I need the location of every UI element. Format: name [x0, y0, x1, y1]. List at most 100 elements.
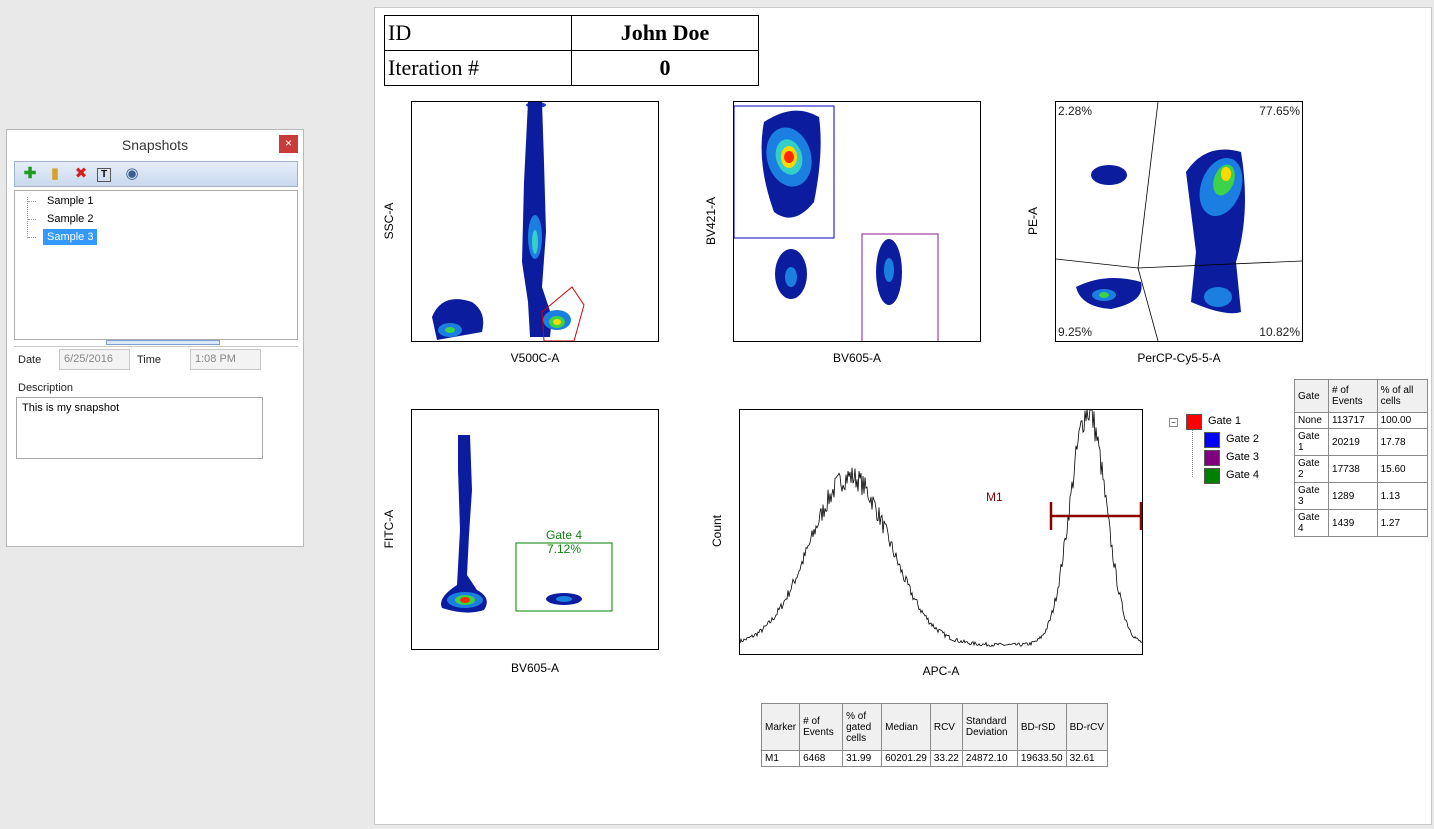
- cell: M1: [760, 750, 801, 767]
- gate-1-label: Gate 1: [1208, 415, 1242, 427]
- date-field: 6/25/2016: [59, 349, 130, 370]
- header-percent: % of all cells: [1376, 379, 1429, 413]
- capture-snapshot-button[interactable]: ◉: [123, 165, 141, 183]
- plot-bv605-bv421[interactable]: [733, 101, 981, 342]
- marker-stats-table: Marker # of Events % of gated cells Medi…: [760, 703, 1109, 767]
- dot-plot-graphic: [1056, 102, 1302, 341]
- delete-icon: ✖: [74, 165, 88, 182]
- plot-bv605-fitc[interactable]: Gate 4 7.12%: [411, 409, 659, 650]
- header-std-dev: Standard Deviation: [961, 703, 1018, 751]
- histogram-line: [740, 410, 1142, 647]
- add-snapshot-button[interactable]: ✚: [21, 165, 39, 183]
- y-axis-label: Count: [710, 514, 724, 548]
- close-button[interactable]: ×: [279, 135, 298, 153]
- cell: 1.13: [1376, 482, 1429, 510]
- add-icon: ✚: [23, 165, 37, 182]
- gate-3-label: Gate 3: [1226, 451, 1260, 463]
- table-row: Gate 3 1289 1.13: [1293, 482, 1429, 510]
- cell: Gate 2: [1293, 455, 1330, 483]
- header-events: # of Events: [1328, 379, 1378, 413]
- tree-item-sample-2[interactable]: Sample 2: [47, 213, 94, 225]
- cell: Gate 3: [1293, 482, 1330, 510]
- marker-m1-label: M1: [986, 490, 1003, 504]
- cell: 20219: [1328, 428, 1378, 456]
- cell: 33.22: [929, 750, 963, 767]
- cell: 1.27: [1376, 509, 1429, 537]
- panel-title: Snapshots: [121, 137, 189, 153]
- header-bd-rsd: BD-rSD: [1016, 703, 1067, 751]
- camera-icon: ◉: [125, 165, 139, 182]
- header-gate: Gate: [1293, 379, 1330, 413]
- tree-connector: [1192, 429, 1193, 477]
- gate-4-annotation: Gate 4 7.12%: [516, 528, 612, 556]
- cell: 17.78: [1376, 428, 1429, 456]
- quadrant-ur-percent: 77.65%: [1259, 104, 1300, 118]
- cell: Gate 4: [1293, 509, 1330, 537]
- open-icon: ▮: [50, 165, 60, 182]
- iteration-value: 0: [571, 50, 759, 86]
- x-axis-label: V500C-A: [510, 351, 560, 365]
- gate-1-swatch: [1186, 414, 1202, 430]
- time-label: Time: [137, 354, 162, 366]
- description-input[interactable]: This is my snapshot: [16, 397, 263, 459]
- gate-stats-table: Gate # of Events % of all cells None 1137…: [1293, 379, 1429, 537]
- rename-snapshot-button[interactable]: T: [97, 168, 111, 182]
- header-rcv: RCV: [929, 703, 963, 751]
- cell: 1289: [1328, 482, 1378, 510]
- tree-connector: [28, 237, 36, 238]
- cell: 113717: [1328, 412, 1378, 429]
- header-marker: Marker: [760, 703, 801, 751]
- table-row: Gate 2 17738 15.60: [1293, 455, 1429, 483]
- tree-item-sample-3[interactable]: Sample 3: [43, 229, 98, 245]
- date-label: Date: [18, 354, 42, 366]
- gate-hierarchy-legend: − Gate 1 Gate 2 Gate 3 Gate 4: [1169, 413, 1269, 493]
- dot-plot-graphic: [734, 105, 939, 341]
- id-table: ID John Doe Iteration # 0: [384, 15, 759, 86]
- header-bd-rcv: BD-rCV: [1065, 703, 1109, 751]
- snapshots-toolbar: ✚ ▮ ✖ T ◉: [14, 161, 298, 187]
- snapshot-tree[interactable]: Sample 1 Sample 2 Sample 3: [14, 190, 298, 340]
- y-axis-label: SSC-A: [382, 202, 396, 240]
- tree-connector: [28, 219, 36, 220]
- x-axis-label: APC-A: [922, 664, 960, 678]
- time-field: 1:08 PM: [190, 349, 261, 370]
- cell: 31.99: [842, 750, 883, 767]
- cell: 32.61: [1065, 750, 1109, 767]
- collapse-icon[interactable]: −: [1169, 418, 1178, 427]
- cell: 17738: [1328, 455, 1378, 483]
- report-page: ID John Doe Iteration # 0 SSC-A V500C-A: [374, 7, 1432, 825]
- plot-percp-pe[interactable]: 2.28% 77.65% 9.25% 10.82%: [1055, 101, 1303, 342]
- y-axis-label: BV421-A: [704, 196, 718, 246]
- gate-2-label: Gate 2: [1226, 433, 1260, 445]
- x-axis-label: PerCP-Cy5-5-A: [1137, 351, 1221, 365]
- delete-snapshot-button[interactable]: ✖: [72, 165, 90, 183]
- dot-plot-graphic: [441, 435, 613, 613]
- histogram-apc[interactable]: M1: [739, 409, 1143, 655]
- gate-2-swatch: [1204, 432, 1220, 448]
- dot-plot-graphic: [432, 102, 585, 341]
- cell: 15.60: [1376, 455, 1429, 483]
- cell: None: [1293, 412, 1330, 429]
- header-events: # of Events: [799, 703, 844, 751]
- panel-splitter[interactable]: [14, 340, 298, 347]
- quadrant-lr-percent: 10.82%: [1259, 325, 1300, 339]
- splitter-handle[interactable]: [106, 340, 220, 345]
- histogram-graphic: [740, 410, 1142, 647]
- text-icon: T: [100, 169, 108, 180]
- cell: 24872.10: [961, 750, 1018, 767]
- tree-connector: [27, 197, 28, 238]
- tree-connector: [28, 201, 36, 202]
- gate-3-swatch: [1204, 450, 1220, 466]
- tree-item-sample-1[interactable]: Sample 1: [47, 195, 94, 207]
- id-value: John Doe: [571, 15, 759, 51]
- cell: 100.00: [1376, 412, 1429, 429]
- y-axis-label: FITC-A: [382, 509, 396, 549]
- gate-4-label: Gate 4: [1226, 469, 1260, 481]
- table-row: Gate 4 1439 1.27: [1293, 509, 1429, 537]
- header-gated-percent: % of gated cells: [842, 703, 883, 751]
- open-snapshot-button[interactable]: ▮: [46, 165, 64, 183]
- quadrant-ul-percent: 2.28%: [1058, 104, 1093, 118]
- cell: 6468: [799, 750, 844, 767]
- plot-v500c-ssc[interactable]: [411, 101, 659, 342]
- quadrant-ll-percent: 9.25%: [1058, 325, 1093, 339]
